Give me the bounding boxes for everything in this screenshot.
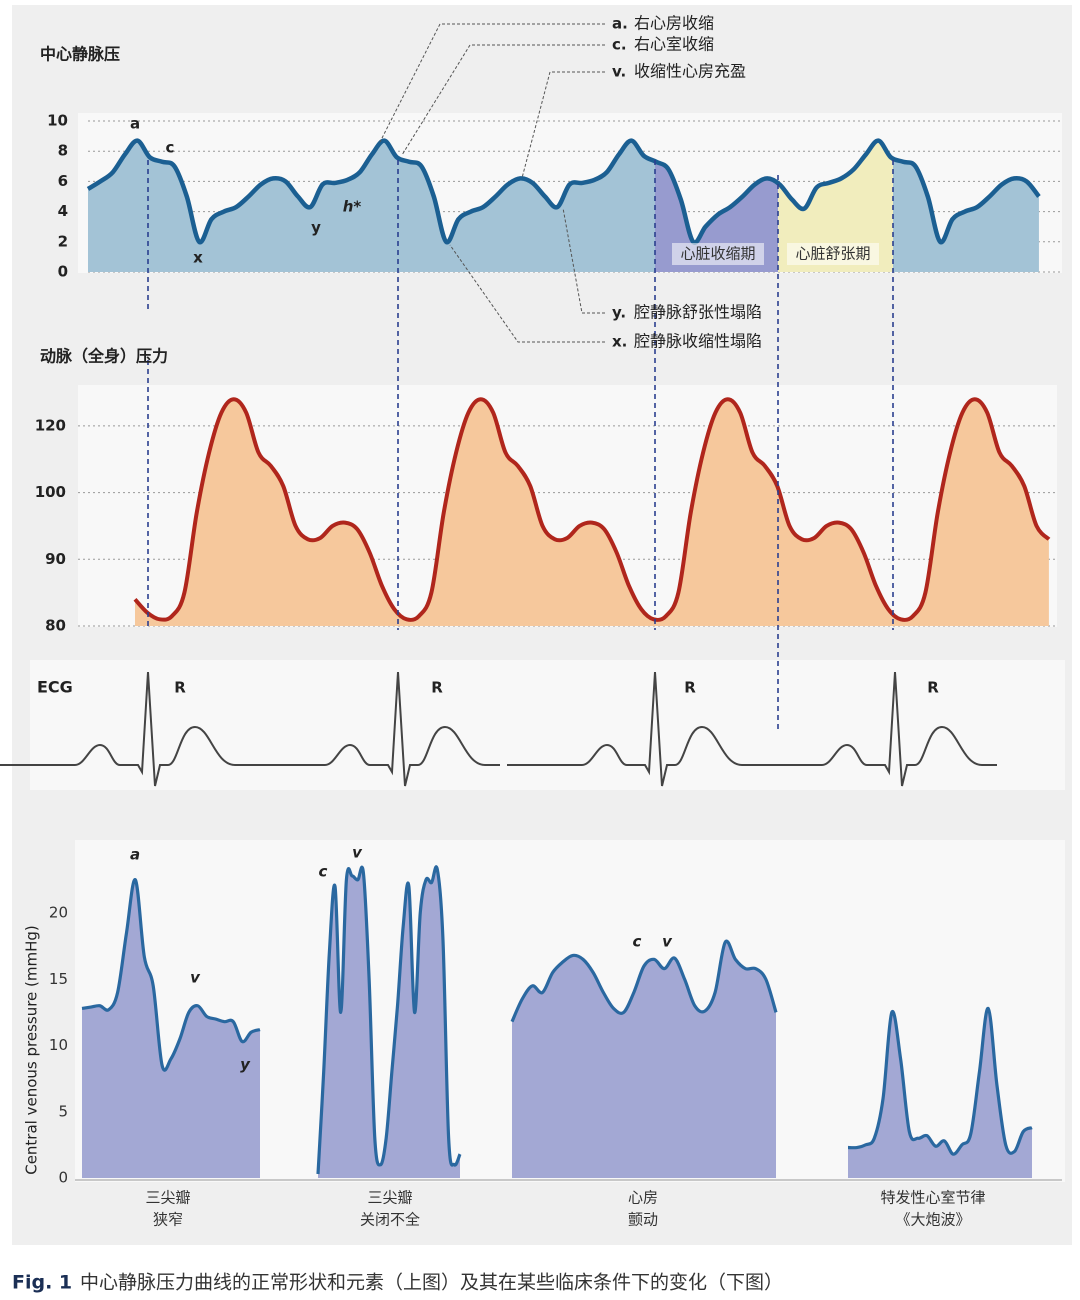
segment-label: 心房 (628, 1189, 658, 1207)
point-label: v (352, 844, 363, 862)
callout-letter: x. (612, 333, 627, 351)
point-label: a (130, 115, 140, 133)
leader (401, 44, 605, 156)
area (135, 399, 1049, 626)
r-label: R (174, 679, 186, 697)
callout-text: 右心室收缩 (634, 35, 714, 54)
y-tick-label: 8 (58, 142, 68, 160)
segment-label: 狭窄 (153, 1211, 183, 1229)
panel-title: 动脉（全身）压力 (40, 347, 168, 366)
line (133, 397, 1051, 622)
phase-label-bg (787, 243, 879, 265)
panel-title: 中心静脉压 (40, 45, 120, 64)
y-tick-label: 10 (47, 112, 68, 130)
phase-label: 心脏收缩期 (680, 245, 755, 263)
y-tick-label: 0 (58, 263, 68, 281)
r-label: R (927, 679, 939, 697)
panel-title: ECG (37, 678, 73, 697)
area (82, 879, 260, 1178)
y-tick-label: 0 (58, 1169, 68, 1187)
y-tick-label: 100 (35, 483, 66, 501)
segment-label: 颤动 (628, 1211, 658, 1229)
ecg-trace (0, 671, 998, 787)
segment-label: 关闭不全 (360, 1211, 420, 1229)
point-label: v (190, 969, 201, 987)
point-label: a (130, 846, 140, 864)
point-label: c (166, 139, 175, 157)
point-label: v (662, 933, 673, 951)
segment-label: 三尖瓣 (367, 1189, 412, 1207)
y-tick-label: 15 (49, 970, 68, 988)
y-tick-label: 2 (58, 232, 68, 250)
callout-text: 腔静脉收缩性塌陷 (634, 332, 762, 351)
area (318, 866, 460, 1178)
callout-letter: y. (612, 304, 626, 322)
line (510, 939, 778, 1023)
y-tick-label: 6 (58, 172, 68, 190)
callout-letter: v. (612, 63, 626, 81)
phase-label-bg (672, 243, 764, 265)
point-label: c (633, 933, 642, 951)
callout-text: 收缩性心房充盈 (634, 62, 746, 81)
callout-letter: a. (612, 15, 628, 33)
line (316, 865, 462, 1175)
segment-label: 《大炮波》 (895, 1211, 970, 1229)
callout-text: 右心房收缩 (634, 14, 714, 33)
line (81, 878, 261, 1072)
phase-label: 心脏舒张期 (795, 245, 870, 263)
segment-label: 三尖瓣 (145, 1189, 190, 1207)
segment-label: 特发性心室节律 (880, 1189, 985, 1207)
point-label: x (193, 249, 203, 267)
r-label: R (431, 679, 443, 697)
y-axis-label: Central venous pressure (mmHg) (23, 925, 41, 1175)
point-label: y (311, 219, 321, 237)
y-tick-label: 80 (45, 617, 66, 635)
leader (521, 71, 605, 179)
leader (449, 244, 605, 343)
line (86, 138, 1041, 245)
y-tick-label: 90 (45, 550, 66, 568)
y-tick-label: 10 (49, 1036, 68, 1054)
line (847, 1006, 1033, 1156)
leader (379, 23, 605, 143)
point-label: y (240, 1056, 251, 1074)
callout-text: 腔静脉舒张性塌陷 (634, 303, 762, 322)
y-tick-label: 20 (49, 904, 68, 922)
y-tick-label: 5 (58, 1102, 68, 1120)
point-label: c (319, 863, 328, 881)
area (848, 1008, 1032, 1178)
area (512, 941, 776, 1178)
callout-letter: c. (612, 36, 627, 54)
point-label: h* (343, 198, 362, 216)
caption-text: 中心静脉压力曲线的正常形状和元素（上图）及其在某些临床条件下的变化（下图） (80, 1272, 783, 1294)
r-label: R (684, 679, 696, 697)
caption-label: Fig. 1 (12, 1272, 72, 1294)
leader (562, 207, 605, 314)
y-tick-label: 120 (35, 416, 66, 434)
y-tick-label: 4 (58, 202, 68, 220)
